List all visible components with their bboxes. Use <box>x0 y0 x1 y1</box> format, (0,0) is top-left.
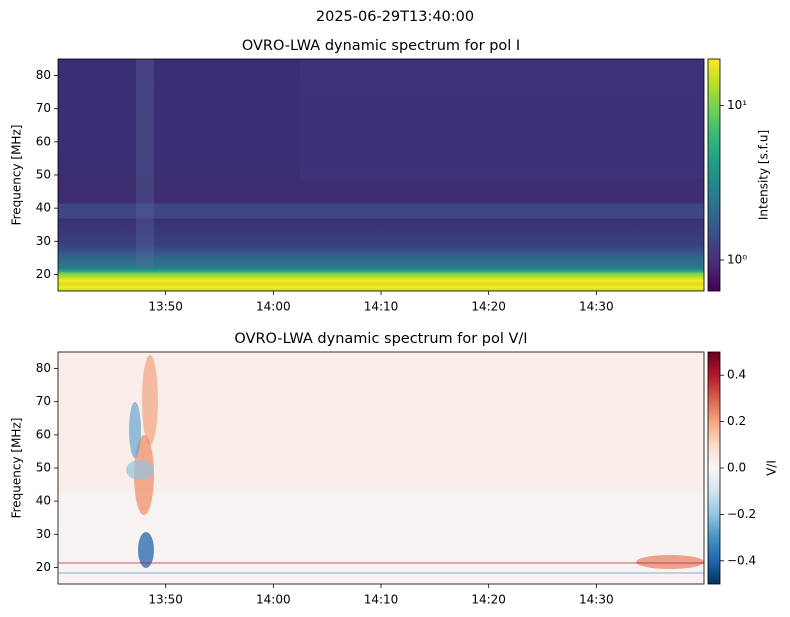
colorbar-label: Intensity [s.f.u] <box>757 130 771 220</box>
y-tick-label: 70 <box>36 101 51 115</box>
colorbar-label: V/I <box>765 460 779 476</box>
y-tick-label: 30 <box>36 527 51 541</box>
y-tick-label: 80 <box>36 361 51 375</box>
y-tick-label: 40 <box>36 494 51 508</box>
x-tick-label: 13:50 <box>148 300 183 314</box>
x-tick-label: 13:50 <box>148 593 183 607</box>
y-axis-label: Frequency [MHz] <box>10 418 24 519</box>
x-tick-label: 14:20 <box>471 593 506 607</box>
colorbar-tick-label: 10¹ <box>727 98 747 112</box>
y-tick-label: 60 <box>36 427 51 441</box>
x-tick-label: 14:10 <box>364 593 399 607</box>
y-tick-label: 70 <box>36 394 51 408</box>
y-tick-label: 50 <box>36 168 51 182</box>
y-tick-label: 80 <box>36 68 51 82</box>
colorbar-tick-label: 0.0 <box>727 461 746 475</box>
y-tick-label: 60 <box>36 134 51 148</box>
panel-title: OVRO-LWA dynamic spectrum for pol I <box>242 38 520 54</box>
y-tick-label: 30 <box>36 234 51 248</box>
x-tick-label: 14:00 <box>256 593 291 607</box>
colorbar-tick-label: −0.4 <box>727 553 756 567</box>
y-tick-label: 40 <box>36 201 51 215</box>
x-tick-label: 14:30 <box>579 300 614 314</box>
colorbar-tick-label: 0.4 <box>727 368 746 382</box>
figure-title: 2025-06-29T13:40:00 <box>316 9 474 25</box>
x-tick-label: 14:10 <box>364 300 399 314</box>
y-tick-label: 20 <box>36 560 51 574</box>
colorbar-tick-label: −0.2 <box>727 507 756 521</box>
y-axis-label: Frequency [MHz] <box>10 125 24 226</box>
x-tick-label: 14:00 <box>256 300 291 314</box>
y-tick-label: 50 <box>36 461 51 475</box>
spectrum-image <box>58 59 704 584</box>
y-tick-label: 20 <box>36 267 51 281</box>
x-tick-label: 14:20 <box>471 300 506 314</box>
colorbar <box>707 351 721 585</box>
colorbar <box>707 58 721 292</box>
panel-title: OVRO-LWA dynamic spectrum for pol V/I <box>234 331 527 347</box>
x-tick-label: 14:30 <box>579 593 614 607</box>
colorbar-tick-label: 0.2 <box>727 414 746 428</box>
colorbar-tick-label: 10⁰ <box>727 252 747 266</box>
